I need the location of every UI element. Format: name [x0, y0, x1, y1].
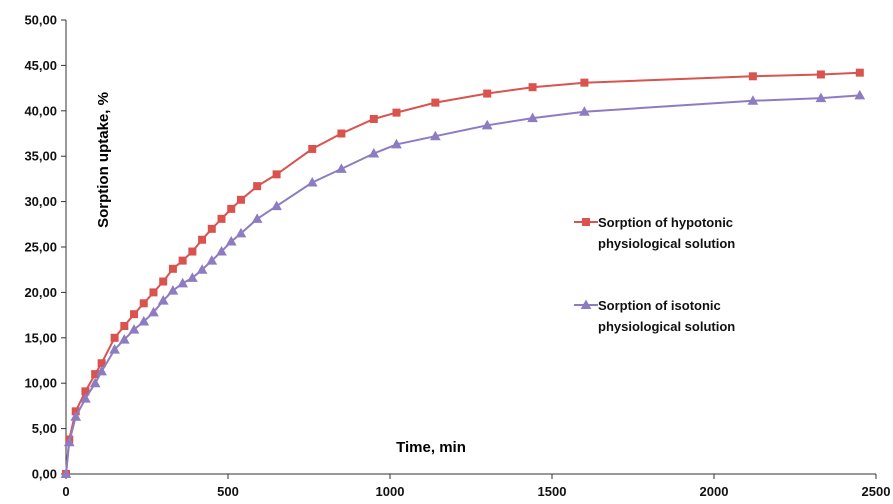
- x-tick-label: 1500: [538, 484, 567, 499]
- legend-item: Sorption of isotonic physiological soluti…: [574, 298, 735, 334]
- data-point: [70, 411, 82, 421]
- data-point: [178, 256, 187, 265]
- legend: Sorption of hypotonic physiological solut…: [574, 215, 735, 334]
- x-tick-label: 0: [62, 484, 69, 499]
- legend-marker: [580, 299, 592, 309]
- data-point: [139, 299, 148, 308]
- data-point: [159, 277, 168, 286]
- x-tick-label: 1000: [376, 484, 405, 499]
- legend-marker: [582, 218, 590, 226]
- x-tick-label: 500: [217, 484, 239, 499]
- data-point: [118, 334, 130, 344]
- data-point: [168, 264, 177, 273]
- data-point: [187, 272, 198, 282]
- y-tick-label: 40,00: [24, 103, 57, 118]
- legend-label: physiological solution: [598, 236, 735, 251]
- data-point: [157, 295, 169, 305]
- data-point: [308, 144, 317, 153]
- data-point: [253, 182, 262, 191]
- y-tick-label: 30,00: [24, 194, 57, 209]
- axes: [65, 20, 876, 475]
- data-point: [481, 119, 493, 130]
- data-point: [167, 285, 179, 295]
- y-tick-label: 10,00: [24, 376, 57, 391]
- series-layer: [60, 68, 866, 478]
- legend-label: Sorption of hypotonic: [598, 215, 733, 230]
- data-point: [120, 321, 129, 330]
- data-point: [336, 163, 347, 173]
- data-point: [110, 333, 119, 342]
- data-point: [196, 264, 208, 274]
- y-tick-label: 0,00: [32, 467, 57, 482]
- data-point: [528, 83, 537, 92]
- data-point: [337, 129, 346, 138]
- data-point: [225, 236, 237, 246]
- data-point: [816, 70, 825, 79]
- data-point: [271, 200, 282, 211]
- data-point: [206, 255, 218, 265]
- series-line: [65, 71, 860, 475]
- data-point: [188, 247, 197, 256]
- data-point: [217, 214, 226, 223]
- data-point: [130, 310, 139, 319]
- data-point: [431, 98, 440, 107]
- data-point: [109, 344, 120, 354]
- y-tick-label: 35,00: [24, 149, 57, 164]
- y-axis-ticks: 0,00 5,00 10,00 15,00 20,00 25,00 30,00 35,00 40…: [24, 13, 66, 482]
- data-point: [227, 204, 236, 213]
- data-point: [63, 436, 75, 447]
- data-point: [216, 246, 227, 256]
- data-point: [148, 306, 159, 317]
- y-tick-label: 20,00: [24, 285, 57, 300]
- data-point: [392, 108, 401, 117]
- data-point: [60, 468, 72, 478]
- legend-item: Sorption of hypotonic physiological solut…: [574, 215, 735, 251]
- data-point: [369, 114, 378, 123]
- series-2: [60, 89, 866, 478]
- data-point: [391, 138, 402, 149]
- legend-label: physiological solution: [598, 319, 735, 334]
- data-point: [207, 224, 216, 233]
- data-point: [815, 92, 827, 103]
- data-point: [138, 315, 150, 326]
- data-point: [89, 377, 101, 388]
- data-point: [198, 235, 207, 244]
- y-axis-title: Sorption uptake, %: [95, 92, 112, 228]
- x-axis-title: Time, min: [396, 439, 466, 456]
- x-tick-label: 2000: [700, 484, 729, 499]
- data-point: [527, 112, 538, 123]
- data-point: [430, 130, 441, 141]
- data-point: [748, 72, 757, 81]
- data-point: [580, 78, 589, 87]
- y-tick-label: 15,00: [24, 330, 57, 345]
- x-axis-ticks: 0 500 1000 1500 2000 2500: [62, 474, 890, 499]
- y-tick-label: 5,00: [32, 421, 57, 436]
- data-point: [368, 147, 380, 158]
- data-point: [272, 170, 281, 179]
- data-point: [235, 227, 247, 238]
- data-point: [306, 177, 318, 187]
- data-point: [579, 106, 590, 116]
- data-point: [251, 213, 263, 223]
- data-point: [483, 89, 492, 98]
- y-tick-label: 45,00: [24, 58, 57, 73]
- data-point: [96, 365, 107, 376]
- y-tick-label: 25,00: [24, 240, 57, 255]
- data-point: [747, 95, 759, 105]
- x-tick-label: 2500: [862, 484, 891, 499]
- data-point: [149, 288, 158, 297]
- data-point: [80, 393, 91, 403]
- data-point: [236, 195, 245, 204]
- data-point: [177, 277, 188, 288]
- data-point: [128, 324, 140, 334]
- data-point: [854, 89, 866, 100]
- y-tick-label: 50,00: [24, 13, 57, 28]
- legend-label: Sorption of isotonic: [598, 298, 721, 313]
- data-point: [855, 68, 864, 77]
